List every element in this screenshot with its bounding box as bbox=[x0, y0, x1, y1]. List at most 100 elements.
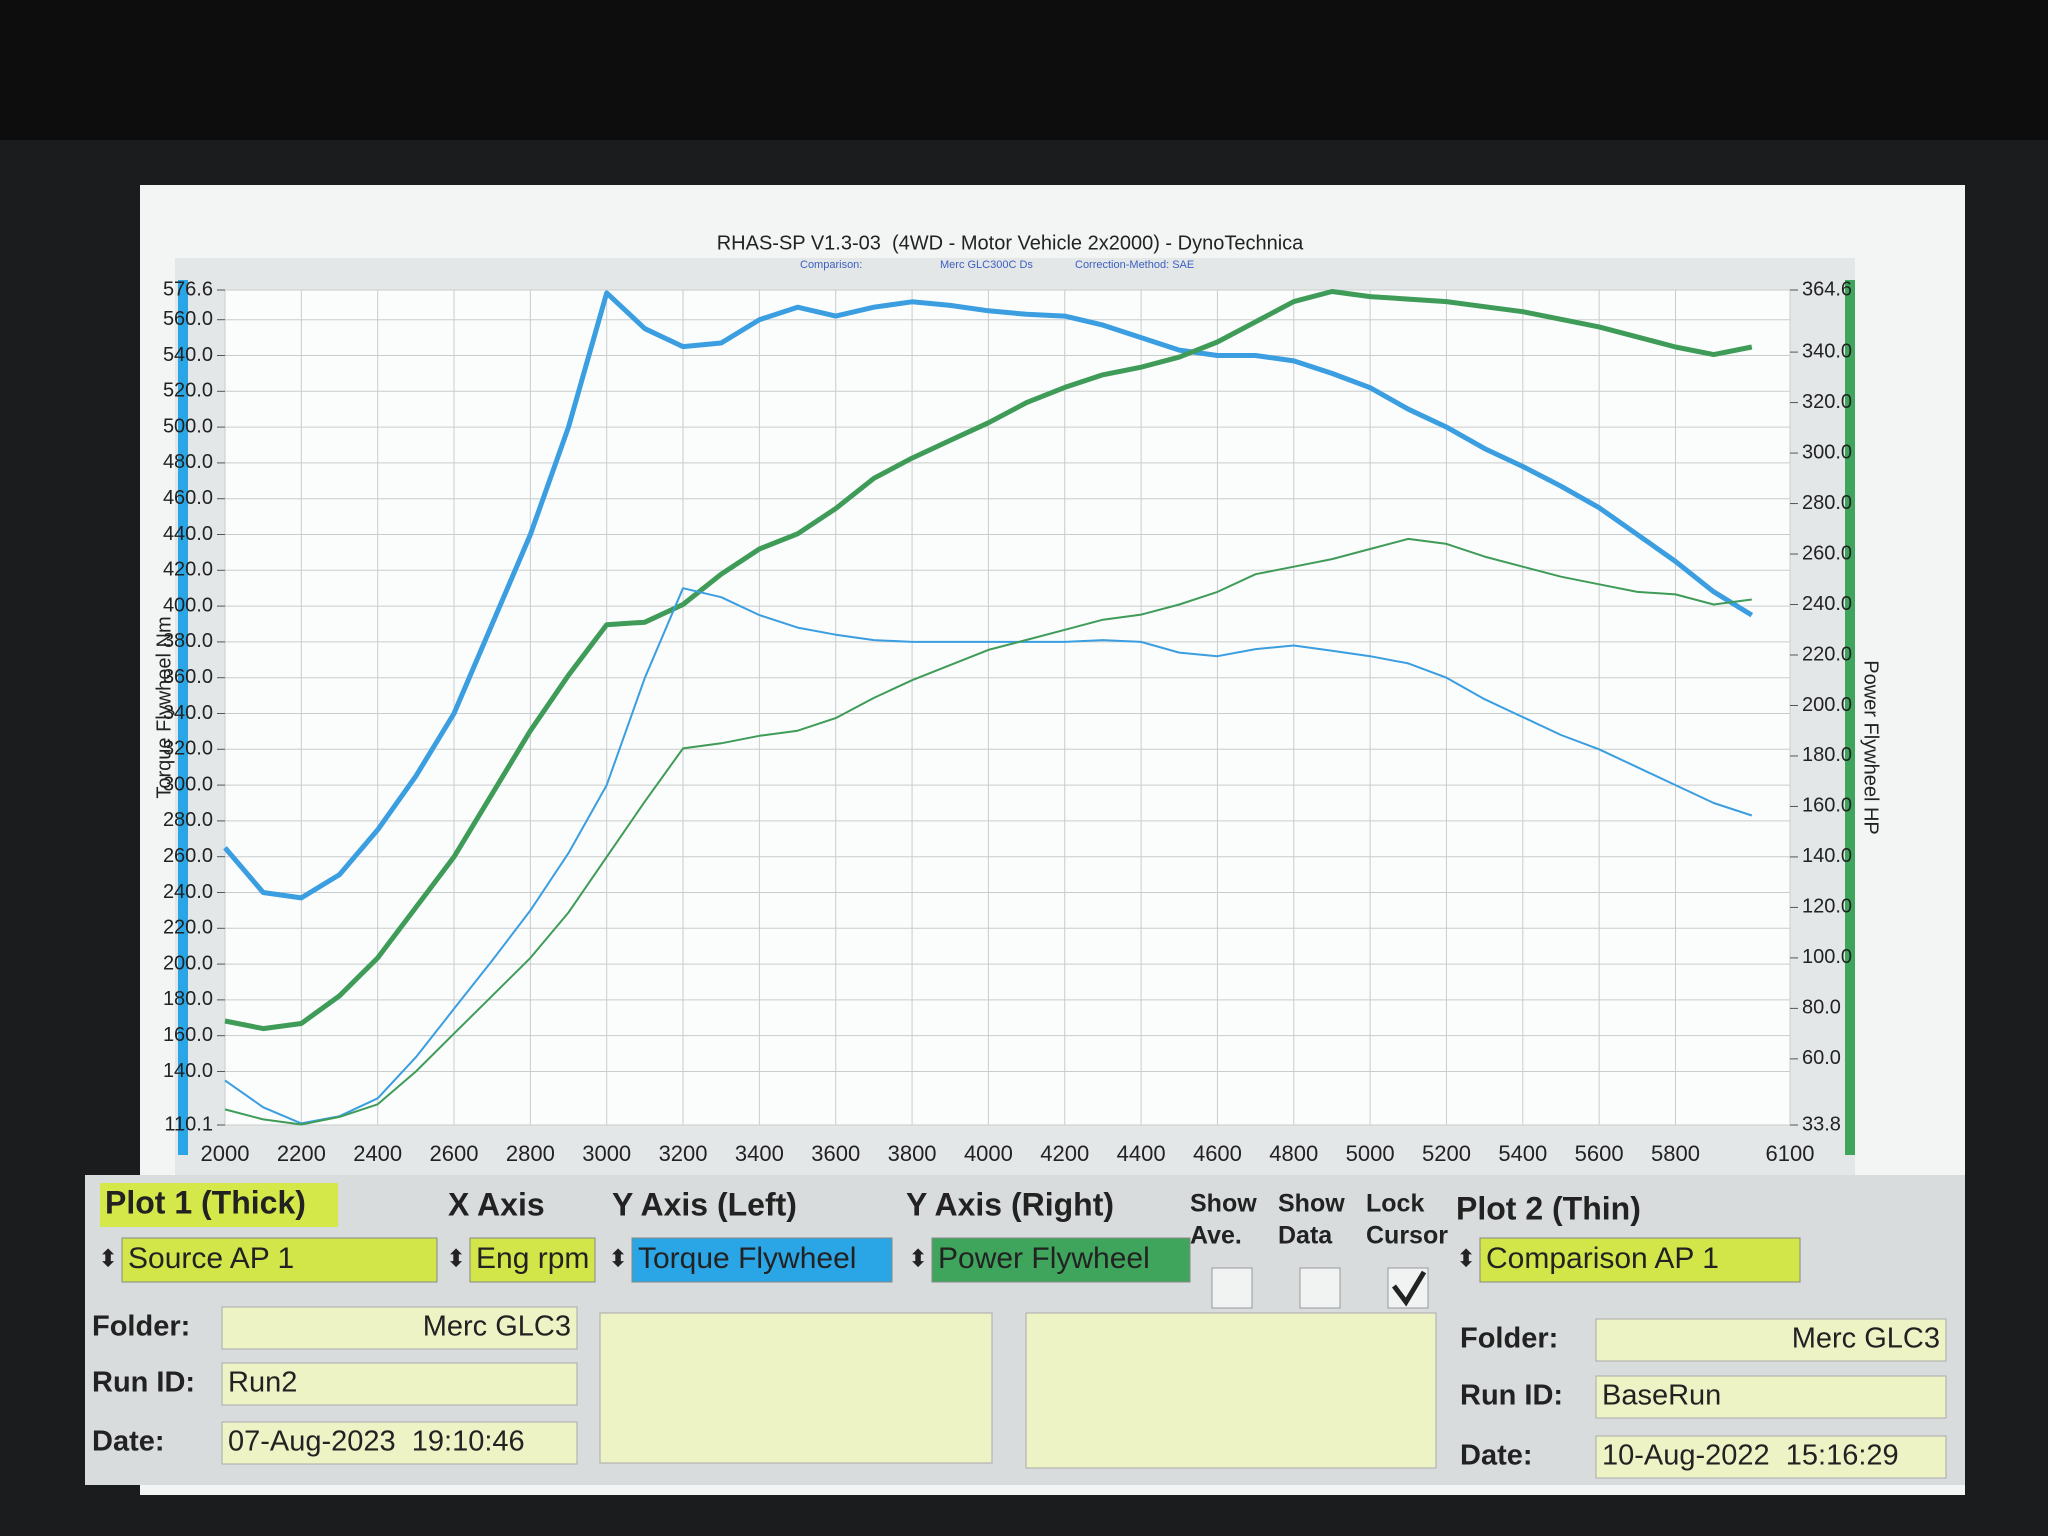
panel-label: Show bbox=[1278, 1190, 1345, 1218]
y2-tick-label: 140.0 bbox=[1802, 845, 1852, 867]
x-tick-label: 4400 bbox=[1117, 1141, 1166, 1166]
panel-label: Plot 2 (Thin) bbox=[1456, 1190, 1641, 1226]
spinner-arrows: ⬍ bbox=[1456, 1245, 1476, 1272]
y-tick-label: 140.0 bbox=[163, 1060, 213, 1082]
chart-title: RHAS-SP V1.3-03 (4WD - Motor Vehicle 2x2… bbox=[717, 232, 1304, 254]
x-tick-label: 3400 bbox=[735, 1141, 784, 1166]
series-line bbox=[223, 290, 1754, 901]
select-value[interactable]: Eng rpm bbox=[476, 1242, 589, 1275]
x-tick-label: 2600 bbox=[430, 1141, 479, 1166]
x-tick-label: 5000 bbox=[1346, 1141, 1395, 1166]
spinner-arrows: ⬍ bbox=[446, 1245, 466, 1272]
y-tick-label: 340.0 bbox=[163, 702, 213, 724]
y-tick-label: 540.0 bbox=[163, 344, 213, 366]
background-top bbox=[0, 0, 2048, 140]
panel-label: Cursor bbox=[1366, 1222, 1448, 1250]
x-tick-label: 2400 bbox=[353, 1141, 402, 1166]
y2-tick-label: 240.0 bbox=[1802, 593, 1852, 615]
y-tick-label: 180.0 bbox=[163, 988, 213, 1010]
left-axis-bar bbox=[178, 280, 188, 1155]
field bbox=[1595, 1318, 1947, 1362]
y2-tick-label: 80.0 bbox=[1802, 997, 1841, 1019]
y2-tick-label: 33.8 bbox=[1802, 1113, 1841, 1135]
y-tick-label: 280.0 bbox=[163, 809, 213, 831]
x-tick-label: 3200 bbox=[659, 1141, 708, 1166]
y2-tick-label: 260.0 bbox=[1802, 542, 1852, 564]
x-tick-label: 4000 bbox=[964, 1141, 1013, 1166]
x-tick-label: 5800 bbox=[1651, 1141, 1700, 1166]
y2-tick-label: 160.0 bbox=[1802, 795, 1852, 817]
panel-label: Run ID: bbox=[92, 1367, 195, 1399]
panel-label: Y Axis (Left) bbox=[612, 1186, 797, 1222]
y2-tick-label: 60.0 bbox=[1802, 1047, 1841, 1069]
chart-subtitle: Merc GLC300C Ds bbox=[940, 259, 1033, 271]
y-tick-label: 560.0 bbox=[163, 308, 213, 330]
x-tick-label: 4800 bbox=[1269, 1141, 1318, 1166]
select-value[interactable]: Power Flywheel bbox=[938, 1242, 1150, 1275]
x-tick-label: 6100 bbox=[1766, 1141, 1815, 1166]
y2-tick-label: 180.0 bbox=[1802, 744, 1852, 766]
y-tick-label: 400.0 bbox=[163, 594, 213, 616]
y-tick-label: 240.0 bbox=[163, 881, 213, 903]
spinner-arrows: ⬍ bbox=[98, 1245, 118, 1272]
y2-tick-label: 280.0 bbox=[1802, 492, 1852, 514]
blank-field bbox=[1025, 1312, 1437, 1469]
y-tick-label: 320.0 bbox=[163, 738, 213, 760]
chart-subtitle: Correction-Method: SAE bbox=[1075, 259, 1194, 271]
panel-label: Folder: bbox=[92, 1311, 190, 1343]
y2-tick-label: 100.0 bbox=[1802, 946, 1852, 968]
y-tick-label: 480.0 bbox=[163, 451, 213, 473]
field-value: 07-Aug-2023 19:10:46 bbox=[228, 1426, 525, 1458]
y-tick-label: 260.0 bbox=[163, 845, 213, 867]
y2-axis-label: Power Flywheel HP bbox=[1860, 660, 1882, 835]
spinner-arrows: ⬍ bbox=[608, 1245, 628, 1272]
y-tick-label: 220.0 bbox=[163, 917, 213, 939]
y2-tick-label: 120.0 bbox=[1802, 896, 1852, 918]
x-tick-label: 3800 bbox=[888, 1141, 937, 1166]
y-tick-label: 360.0 bbox=[163, 666, 213, 688]
panel-label: Ave. bbox=[1190, 1222, 1242, 1250]
panel-label: Plot 1 (Thick) bbox=[105, 1184, 306, 1220]
field bbox=[1595, 1375, 1947, 1419]
field bbox=[1595, 1435, 1947, 1479]
checkmark bbox=[1392, 1270, 1427, 1307]
select-value[interactable]: Comparison AP 1 bbox=[1486, 1242, 1719, 1275]
x-tick-label: 3000 bbox=[582, 1141, 631, 1166]
select-box bbox=[121, 1237, 438, 1283]
y2-tick-label: 364.6 bbox=[1802, 278, 1852, 300]
x-tick-label: 4200 bbox=[1040, 1141, 1089, 1166]
y-tick-label: 160.0 bbox=[163, 1024, 213, 1046]
y-tick-label: 520.0 bbox=[163, 380, 213, 402]
series-line bbox=[224, 289, 1753, 1032]
field-value: Run2 bbox=[228, 1367, 297, 1399]
x-tick-label: 2000 bbox=[201, 1141, 250, 1166]
panel-label: Run ID: bbox=[1460, 1380, 1563, 1412]
y2-tick-label: 220.0 bbox=[1802, 643, 1852, 665]
x-tick-label: 5200 bbox=[1422, 1141, 1471, 1166]
select-box bbox=[931, 1237, 1191, 1283]
x-tick-label: 5400 bbox=[1498, 1141, 1547, 1166]
select-value[interactable]: Torque Flywheel bbox=[638, 1242, 856, 1275]
select-value[interactable]: Source AP 1 bbox=[128, 1242, 294, 1275]
panel-label: X Axis bbox=[448, 1186, 545, 1222]
panel-label: Folder: bbox=[1460, 1323, 1558, 1355]
right-axis-bar bbox=[1845, 280, 1855, 1155]
y-tick-label: 110.1 bbox=[164, 1113, 213, 1135]
checkbox[interactable] bbox=[1211, 1267, 1253, 1309]
select-box bbox=[1479, 1237, 1801, 1283]
panel-label: Date: bbox=[92, 1426, 165, 1458]
y-tick-label: 380.0 bbox=[163, 630, 213, 652]
y-tick-label: 420.0 bbox=[163, 559, 213, 581]
checkbox[interactable] bbox=[1299, 1267, 1341, 1309]
x-tick-label: 4600 bbox=[1193, 1141, 1242, 1166]
panel-label: Date: bbox=[1460, 1440, 1533, 1472]
y-tick-label: 576.6 bbox=[163, 278, 213, 300]
y-tick-label: 460.0 bbox=[163, 487, 213, 509]
blank-field bbox=[599, 1312, 993, 1464]
field bbox=[221, 1421, 578, 1465]
select-box bbox=[469, 1237, 596, 1283]
field-value: Merc GLC3 bbox=[423, 1311, 571, 1343]
y2-tick-label: 340.0 bbox=[1802, 340, 1852, 362]
